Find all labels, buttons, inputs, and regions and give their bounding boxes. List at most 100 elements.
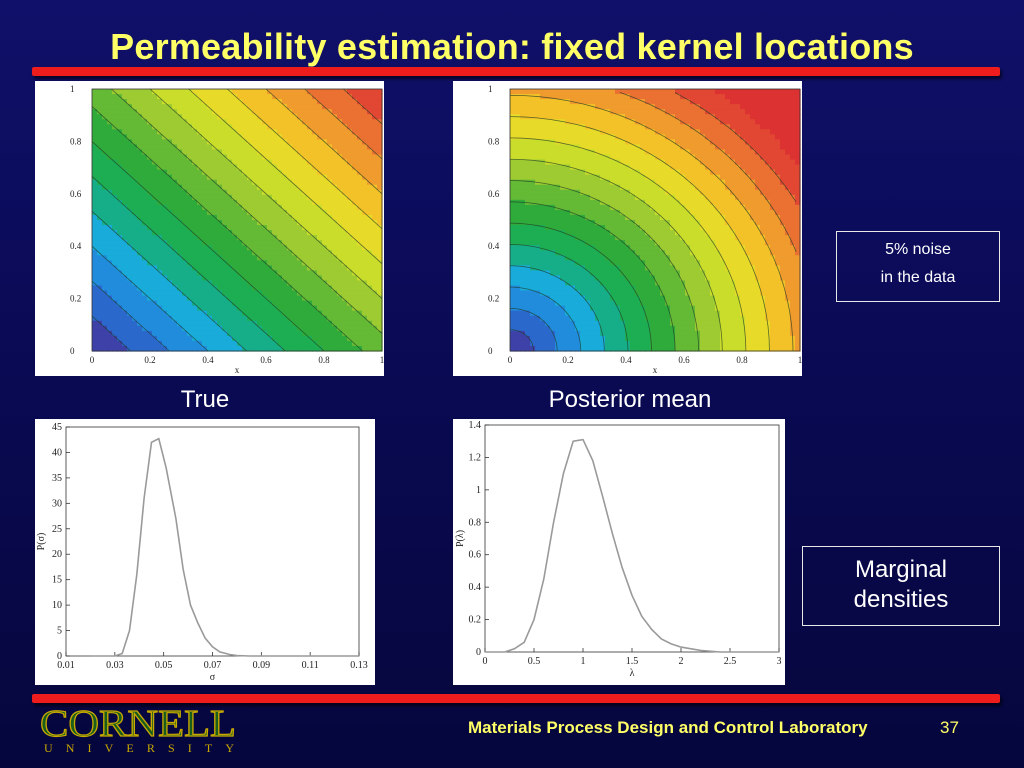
- contour-line: [91, 176, 286, 352]
- x-tick-label: 0.8: [318, 355, 330, 365]
- density-curve: [90, 437, 359, 657]
- y-tick-label: 30: [52, 498, 62, 509]
- plot-frame: [509, 88, 801, 352]
- y-tick-label: 1: [488, 84, 493, 94]
- x-tick-label: 0.8: [736, 355, 748, 365]
- contour-line: [509, 180, 700, 352]
- y-tick-label: 40: [52, 447, 62, 458]
- x-tick-label: 0.2: [562, 355, 573, 365]
- x-tick-label: 0.5: [528, 656, 541, 667]
- contour-line: [149, 88, 383, 299]
- x-tick-label: 0.03: [106, 660, 124, 671]
- sigma-density-svg: 0.01 0.03 0.05 0.07 0.09 0.11 0.13 0 5 10 15 20 25 30…: [36, 422, 368, 683]
- y-tick-label: 0.2: [488, 294, 499, 304]
- caption-true: True: [180, 386, 230, 413]
- contour-line: [509, 286, 582, 352]
- y-tick-label: 0.6: [469, 550, 482, 561]
- lab-name: Materials Process Design and Control Lab…: [468, 718, 868, 737]
- noise-note-box: 5% noise in the data: [836, 231, 1000, 302]
- y-tick-label: 0.4: [70, 241, 82, 251]
- y-tick-label: 5: [57, 626, 62, 637]
- x-tick-label: 1: [380, 355, 384, 365]
- x-tick-label: 0.4: [620, 355, 632, 365]
- contour-line: [227, 88, 383, 230]
- contour-line: [509, 244, 629, 352]
- contour-line: [509, 201, 676, 352]
- contour-line: [509, 158, 723, 352]
- lambda-density-svg: 0 0.5 1 1.5 2 2.5 3 0 0.2 0.4 0.6 0.8 1 1.2 1.4 λ P(λ): [455, 420, 782, 679]
- contour-line: [509, 94, 794, 352]
- y-tick-label: 0.4: [469, 582, 482, 593]
- x-tick-label: 0.6: [678, 355, 690, 365]
- contour-line: [509, 222, 652, 352]
- x-axis-label: x: [235, 365, 240, 375]
- y-tick-label: 1: [476, 485, 481, 496]
- contour-line: [91, 245, 209, 352]
- y-tick-label: 0.6: [488, 189, 500, 199]
- contour-line: [509, 329, 534, 352]
- x-tick-label: 1.5: [626, 656, 639, 667]
- true-field-svg: 00.20.40.60.8100.20.40.60.81x1.81.410.60…: [70, 84, 415, 375]
- y-tick-label: 0.2: [469, 615, 482, 626]
- footer-divider: [32, 694, 1000, 703]
- contour-line: [509, 307, 558, 352]
- contour-line: [91, 315, 131, 352]
- y-tick-label: 0: [476, 647, 481, 658]
- x-tick-label: 0.09: [253, 660, 270, 671]
- x-tick-label: 2: [679, 656, 684, 667]
- x-tick-label: 0.07: [204, 660, 222, 671]
- contour-line: [509, 265, 605, 352]
- x-tick-label: 0: [90, 355, 95, 365]
- y-tick-label: 0: [70, 346, 75, 356]
- contour-line: [111, 88, 383, 334]
- contour-line: [509, 137, 747, 352]
- y-tick-label: 1.4: [469, 420, 482, 431]
- contour-line: [91, 106, 363, 352]
- cornell-logo-svg: CORNELL UNIVERSITY: [39, 702, 236, 755]
- x-tick-label: 0.6: [260, 355, 272, 365]
- x-axis-label: x: [653, 365, 658, 375]
- plot-frame: [484, 424, 780, 653]
- y-tick-label: 1: [70, 84, 75, 94]
- contour-line: [188, 88, 383, 264]
- contour-line: [91, 210, 247, 352]
- marginal-note-line2: densities: [853, 586, 949, 613]
- page-number: 37: [940, 718, 959, 737]
- noise-note-line1: 5% noise: [885, 241, 951, 258]
- x-tick-label: 3: [777, 656, 782, 667]
- true-field-plot: 00.20.40.60.8100.20.40.60.81x1.81.410.60…: [35, 81, 415, 376]
- noise-note-line2: in the data: [880, 269, 956, 286]
- y-tick-label: 1.2: [469, 452, 482, 463]
- title-divider: [32, 67, 1000, 76]
- plot-frame: [91, 88, 383, 352]
- y-tick-label: 35: [52, 473, 62, 484]
- y-tick-label: 15: [52, 575, 62, 586]
- posterior-mean-plot: 00.20.40.60.8100.20.40.60.81x1.81.410.60…: [453, 81, 833, 376]
- y-tick-label: 0.8: [70, 136, 82, 146]
- x-axis-label: λ: [630, 668, 635, 679]
- x-tick-label: 0: [508, 355, 513, 365]
- x-tick-label: 0.05: [155, 660, 173, 671]
- y-tick-label: 0.8: [469, 517, 482, 528]
- y-tick-label: 0: [488, 346, 493, 356]
- sigma-density-plot: 0.01 0.03 0.05 0.07 0.09 0.11 0.13 0 5 10 15 20 25 30…: [35, 419, 375, 685]
- y-tick-label: 20: [52, 549, 62, 560]
- density-curve: [485, 438, 779, 653]
- contour-line: [265, 88, 383, 195]
- caption-posterior-mean: Posterior mean: [548, 386, 712, 413]
- y-axis-label: P(σ): [36, 533, 47, 551]
- x-tick-label: 1: [581, 656, 586, 667]
- marginal-note-line1: Marginal: [854, 556, 948, 583]
- contour-line: [619, 92, 797, 252]
- y-axis-label: P(λ): [455, 530, 466, 547]
- contour-line: [304, 88, 383, 160]
- x-tick-label: 0.4: [202, 355, 214, 365]
- y-tick-label: 0.4: [488, 241, 500, 251]
- y-tick-label: 0.6: [70, 189, 82, 199]
- y-tick-label: 45: [52, 422, 62, 433]
- lambda-density-plot: 0 0.5 1 1.5 2 2.5 3 0 0.2 0.4 0.6 0.8 1 1.2 1.4 λ P(λ): [453, 419, 785, 685]
- posterior-mean-svg: 00.20.40.60.8100.20.40.60.81x1.81.410.60…: [488, 84, 833, 375]
- slide-title: Permeability estimation: fixed kernel lo…: [110, 26, 914, 67]
- y-tick-label: 0.8: [488, 136, 500, 146]
- y-tick-label: 0: [57, 651, 62, 662]
